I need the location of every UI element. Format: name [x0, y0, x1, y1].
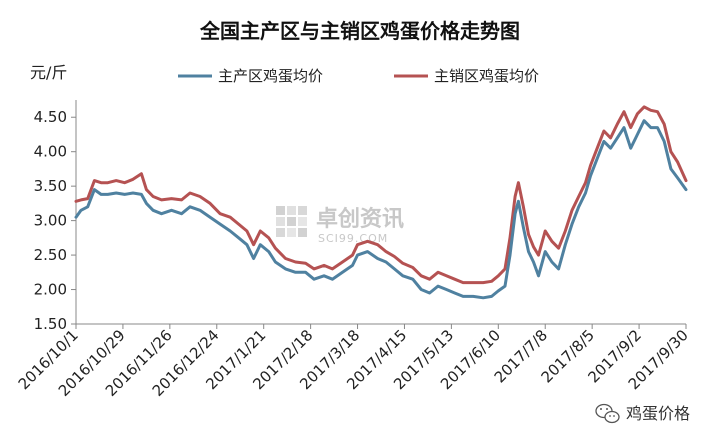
brand-badge: 鸡蛋价格 — [595, 403, 690, 424]
series-lines — [74, 105, 688, 300]
y-axis-unit-label: 元/斤 — [30, 63, 67, 82]
watermark-subtext: SCI99.COM — [318, 232, 388, 245]
watermark: 卓创资讯 SCI99.COM — [276, 206, 404, 245]
brand-label: 鸡蛋价格 — [626, 404, 690, 423]
watermark-logo-icon — [276, 206, 307, 237]
watermark-text: 卓创资讯 — [316, 207, 404, 232]
chart-title: 全国主产区与主销区鸡蛋价格走势图 — [199, 19, 520, 43]
y-tick-label: 1.50 — [34, 315, 67, 333]
y-tick-label: 4.00 — [34, 143, 67, 161]
y-tick-label: 3.00 — [34, 212, 67, 230]
legend-label-main-producing: 主产区鸡蛋均价 — [218, 67, 323, 85]
axes: 1.502.002.503.003.504.004.502016/10/1201… — [15, 100, 692, 400]
y-tick-label: 3.50 — [34, 177, 67, 195]
series-line-main-producing — [74, 119, 688, 300]
y-tick-label: 2.00 — [34, 281, 67, 299]
y-tick-label: 4.50 — [34, 108, 67, 126]
legend: 主产区鸡蛋均价 主销区鸡蛋均价 — [178, 67, 539, 85]
series-line-main-consuming — [74, 105, 688, 285]
wechat-icon — [595, 403, 620, 424]
y-tick-label: 2.50 — [34, 246, 67, 264]
legend-label-main-consuming: 主销区鸡蛋均价 — [434, 67, 539, 85]
